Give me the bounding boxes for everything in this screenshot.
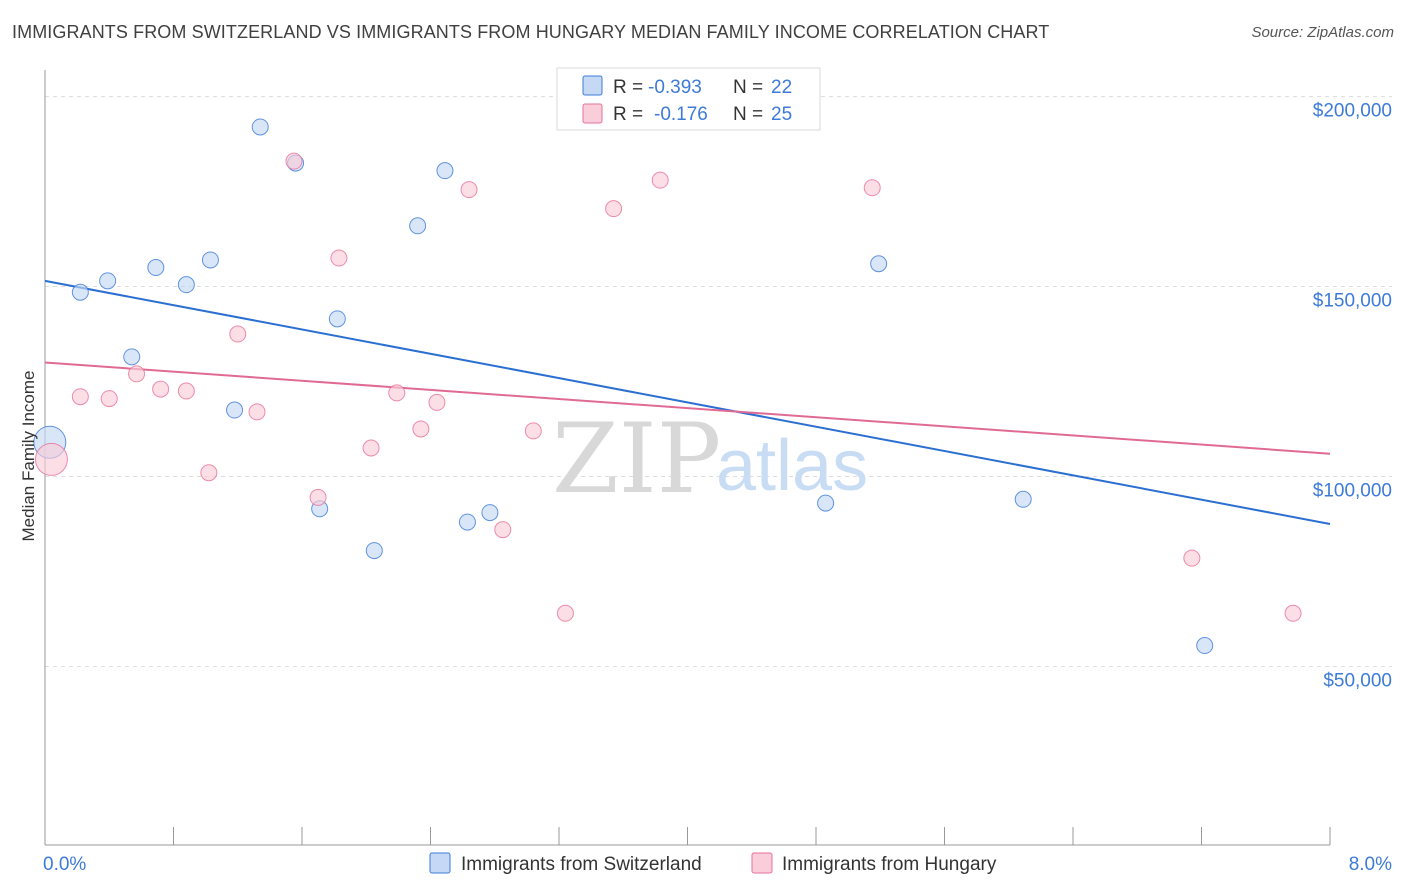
y-tick-label: $200,000: [1313, 101, 1392, 122]
stats-r-label-hungary: R =: [613, 104, 643, 125]
y-tick-label: $100,000: [1313, 480, 1392, 501]
point-hungary: [285, 152, 303, 170]
watermark-atlas: atlas: [716, 426, 868, 506]
point-switzerland: [1014, 490, 1032, 508]
point-switzerland: [226, 401, 244, 419]
y-axis-label: Median Family Income: [19, 370, 38, 541]
point-hungary: [362, 439, 380, 457]
point-switzerland: [99, 272, 117, 290]
point-switzerland: [817, 494, 835, 512]
point-switzerland: [71, 283, 89, 301]
stats-n-label-hungary: N =: [733, 104, 763, 125]
point-hungary: [71, 388, 89, 406]
point-hungary: [651, 171, 669, 189]
stats-n-label-switzerland: N =: [733, 77, 763, 98]
point-switzerland: [1196, 637, 1214, 655]
stats-legend: R = -0.393 N = 22 R = -0.176 N = 25: [556, 67, 821, 131]
point-switzerland: [365, 542, 383, 560]
point-hungary: [494, 521, 512, 539]
point-hungary: [248, 403, 266, 421]
stats-swatch-switzerland: [582, 75, 603, 96]
point-hungary: [229, 325, 247, 343]
watermark: ZIP atlas: [552, 403, 868, 515]
grid-layer: [45, 96, 1392, 667]
trendline-switzerland: [44, 279, 1331, 525]
point-hungary: [524, 422, 542, 440]
point-hungary: [388, 384, 406, 402]
point-hungary: [330, 249, 348, 267]
point-hungary: [177, 382, 195, 400]
point-hungary: [605, 200, 623, 218]
point-hungary: [1183, 549, 1201, 567]
point-hungary: [128, 365, 146, 383]
source-credit: Source: ZipAtlas.com: [1251, 24, 1394, 41]
trend-layer: [44, 279, 1331, 525]
point-switzerland: [251, 118, 269, 136]
point-hungary: [556, 604, 574, 622]
stats-r-value-hungary: -0.176: [654, 104, 708, 125]
trendline-hungary: [44, 361, 1331, 455]
y-tick-label: $50,000: [1323, 670, 1392, 691]
point-hungary: [34, 442, 68, 476]
points-layer: [33, 103, 1302, 655]
point-switzerland: [201, 251, 219, 269]
legend-swatch-hungary: [751, 852, 773, 874]
point-switzerland: [123, 348, 141, 366]
stats-r-label-switzerland: R =: [613, 77, 643, 98]
stats-swatch-hungary: [582, 103, 603, 124]
point-switzerland: [458, 513, 476, 531]
point-hungary: [309, 488, 327, 506]
stats-n-value-hungary: 25: [771, 104, 792, 125]
point-switzerland: [436, 162, 454, 180]
y-tick-label: $150,000: [1313, 291, 1392, 312]
point-hungary: [863, 179, 881, 197]
x-tick-label-min: 0.0%: [43, 854, 86, 875]
y-tick-labels: $50,000 $100,000 $150,000 $200,000: [1313, 101, 1392, 692]
point-hungary: [200, 464, 218, 482]
legend-label-hungary: Immigrants from Hungary: [782, 854, 997, 875]
chart-title: IMMIGRANTS FROM SWITZERLAND VS IMMIGRANT…: [12, 22, 1050, 42]
point-hungary: [1284, 604, 1302, 622]
bottom-legend: Immigrants from Switzerland Immigrants f…: [429, 852, 997, 875]
point-switzerland: [481, 504, 499, 522]
point-hungary: [100, 390, 118, 408]
point-switzerland: [147, 259, 165, 277]
legend-swatch-switzerland: [429, 852, 451, 874]
point-hungary: [460, 181, 478, 199]
point-switzerland: [177, 276, 195, 294]
point-hungary: [412, 420, 430, 438]
stats-n-value-switzerland: 22: [771, 77, 792, 98]
point-hungary: [152, 380, 170, 398]
stats-r-value-switzerland: -0.393: [648, 77, 702, 98]
point-switzerland: [870, 255, 888, 273]
point-switzerland: [409, 217, 427, 235]
point-hungary: [428, 393, 446, 411]
x-tick-label-max: 8.0%: [1349, 854, 1392, 875]
watermark-zip: ZIP: [552, 403, 721, 515]
legend-label-switzerland: Immigrants from Switzerland: [461, 854, 702, 875]
point-switzerland: [328, 310, 346, 328]
